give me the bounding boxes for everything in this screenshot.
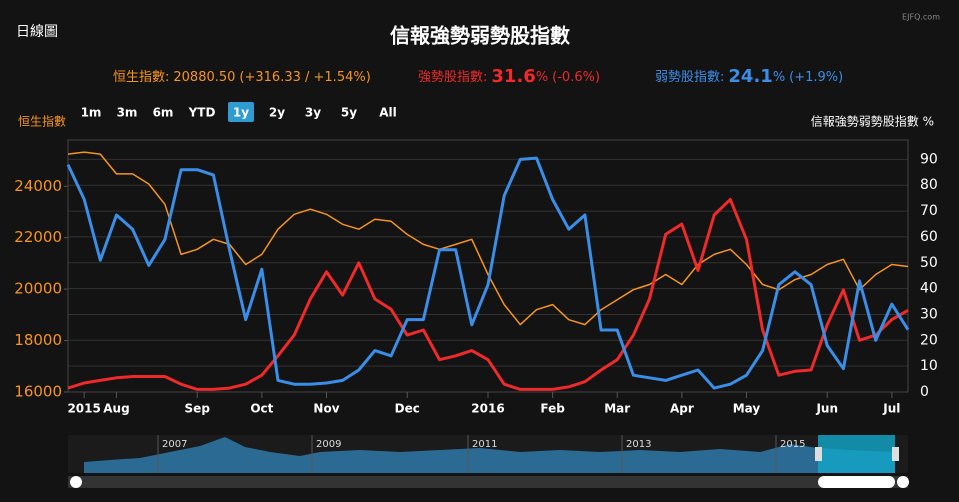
info-label: 強勢股指數:: [418, 70, 487, 85]
y2-tick-label: 60: [920, 229, 938, 245]
x-tick-label: Jun: [815, 402, 838, 416]
y2-tick-label: 70: [920, 203, 938, 219]
y-tick-label: 24000: [14, 177, 62, 195]
scroll-right[interactable]: [897, 476, 909, 488]
navigator-handle[interactable]: [815, 447, 822, 461]
info-change: (+316.33 / +1.54%): [239, 70, 370, 85]
info-label: 恒生指數:: [113, 70, 169, 85]
range-button-label[interactable]: All: [379, 106, 397, 120]
x-tick-label: Oct: [250, 402, 273, 416]
range-button-label[interactable]: 3y: [305, 106, 321, 120]
x-tick-label: May: [733, 402, 761, 416]
x-tick-label: 2016: [471, 402, 504, 416]
navigator-label: 2015: [780, 439, 805, 450]
range-button-label[interactable]: 6m: [153, 106, 174, 120]
x-tick-label: Nov: [313, 402, 339, 416]
y2-tick-label: 30: [920, 306, 938, 322]
x-tick-label: Feb: [540, 402, 565, 416]
info-line: 弱勢股指數: 24.1% (+1.9%): [655, 66, 843, 87]
y-tick-label: 22000: [14, 228, 62, 246]
info-line: 強勢股指數: 31.6% (-0.6%): [418, 66, 600, 87]
y2-tick-label: 80: [920, 177, 938, 193]
navigator-label: 2007: [162, 439, 187, 450]
navigator-label: 2011: [472, 439, 497, 450]
x-tick-label: Dec: [395, 402, 420, 416]
info-value: 20880.50: [173, 70, 235, 85]
info-value: 31.6: [491, 66, 535, 87]
y2-tick-label: 50: [920, 255, 938, 271]
series-line: [67, 197, 909, 391]
x-tick-label: 2015: [67, 402, 100, 416]
info-change: (+1.9%): [789, 70, 843, 85]
range-button-label[interactable]: 5y: [341, 106, 357, 120]
info-line: 恒生指數: 20880.50 (+316.33 / +1.54%): [113, 70, 371, 85]
y-tick-label: 16000: [14, 383, 62, 401]
scroll-left[interactable]: [70, 476, 82, 488]
range-button-label[interactable]: 3m: [117, 106, 138, 120]
x-tick-label: Aug: [103, 402, 129, 416]
navigator-label: 2009: [316, 439, 341, 450]
range-button-label[interactable]: 2y: [269, 106, 285, 120]
scrollbar[interactable]: [68, 476, 908, 488]
info-change: (-0.6%): [552, 70, 600, 85]
y-tick-label: 20000: [14, 280, 62, 298]
y2-tick-label: 0: [920, 384, 929, 400]
x-tick-label: Jul: [882, 402, 900, 416]
range-button-label[interactable]: 1y: [233, 106, 249, 120]
range-button-label[interactable]: 1m: [81, 106, 102, 120]
chart-title: 信報強勢弱勢股指數: [390, 24, 570, 48]
info-unit: %: [773, 70, 785, 85]
info-label: 弱勢股指數:: [655, 70, 724, 85]
info-unit: %: [536, 70, 548, 85]
mode-label: 日線圖: [16, 24, 58, 40]
y-axis-title: 恒生指數: [18, 114, 66, 129]
y2-tick-label: 10: [920, 358, 938, 374]
range-button[interactable]: [228, 102, 254, 122]
source: EJFQ.com: [902, 13, 940, 22]
navigator-window[interactable]: [818, 435, 895, 473]
x-tick-label: Sep: [185, 402, 211, 416]
x-tick-label: Apr: [670, 402, 694, 416]
scrollbar-thumb[interactable]: [818, 476, 895, 488]
navigator-label: 2013: [626, 439, 651, 450]
navigator-handle[interactable]: [892, 447, 899, 461]
range-button-label[interactable]: YTD: [188, 106, 216, 120]
y-tick-label: 18000: [14, 331, 62, 349]
y2-axis-title: 信報強勢弱勢股指數 %: [811, 114, 934, 129]
info-value: 24.1: [728, 66, 772, 87]
y2-tick-label: 90: [920, 151, 938, 167]
navigator-area: [84, 437, 895, 473]
series-line: [66, 156, 910, 390]
y2-tick-label: 20: [920, 332, 938, 348]
x-tick-label: Mar: [604, 402, 630, 416]
y2-tick-label: 40: [920, 281, 938, 297]
series-line: [67, 151, 909, 326]
